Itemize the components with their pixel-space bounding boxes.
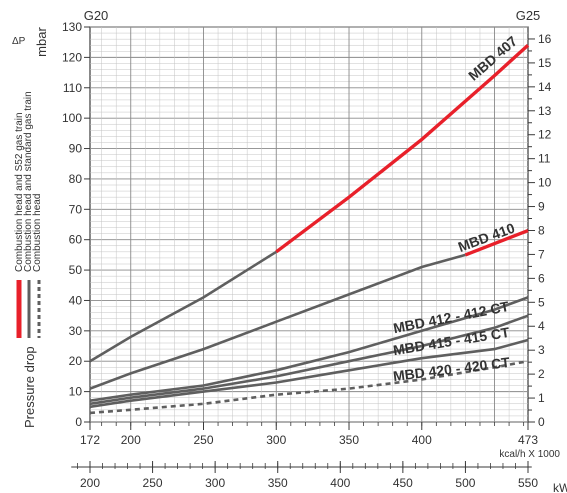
grid bbox=[89, 26, 529, 423]
y-left-tick-label: 80 bbox=[69, 172, 83, 186]
x-kw-tick-label: 350 bbox=[268, 476, 288, 490]
legend-swatches bbox=[16, 280, 41, 338]
y-left-tick-label: 130 bbox=[62, 20, 82, 34]
y-right-tick-label: 0 bbox=[538, 415, 545, 429]
y-left-tick-label: 70 bbox=[69, 202, 83, 216]
y-left-tick-label: 40 bbox=[69, 293, 83, 307]
plot-frame bbox=[89, 26, 529, 423]
y-right-tick-label: 5 bbox=[538, 295, 545, 309]
series-line-mbd-407-gray bbox=[89, 250, 277, 363]
x-kcal-label: kcal/h X 1000 bbox=[499, 449, 560, 460]
x-kcal-tick-label: 350 bbox=[339, 433, 359, 447]
x-kcal-tick-label: 250 bbox=[193, 433, 213, 447]
y-right-tick-label: 11 bbox=[538, 152, 551, 166]
y-left-tick-label: 90 bbox=[69, 142, 83, 156]
y-right-tick-label: 9 bbox=[538, 200, 545, 214]
series-lines bbox=[89, 43, 530, 415]
legend-item-standard: Combustion head and standard gas train bbox=[23, 91, 34, 272]
x-kcal-tick-label: 172 bbox=[80, 433, 100, 447]
y-right-tick-label: 4 bbox=[538, 319, 545, 333]
y-left-tick-label: 120 bbox=[62, 50, 82, 64]
gas-left-label: G20 bbox=[84, 8, 109, 23]
y-right-tick-label: 12 bbox=[538, 128, 552, 142]
gas-right-label: G25 bbox=[516, 8, 541, 23]
series-line-2 bbox=[89, 296, 529, 402]
y-right-tick-label: 15 bbox=[538, 56, 552, 70]
y-right-tick-label: 13 bbox=[538, 104, 552, 118]
y-left-tick-label: 30 bbox=[69, 324, 83, 338]
y-right-tick-label: 14 bbox=[538, 80, 552, 94]
y-left-tick-label: 0 bbox=[75, 415, 82, 429]
series-line-mbd-410-gray bbox=[89, 253, 466, 390]
x-kw-tick-label: 300 bbox=[205, 476, 225, 490]
y-right-tick-label: 10 bbox=[538, 176, 552, 190]
y-right-tick-label: 8 bbox=[538, 223, 545, 237]
y-axis-label: Pressure drop bbox=[22, 346, 37, 428]
x-kw-tick-label: 200 bbox=[80, 476, 100, 490]
y-left-tick-label: 10 bbox=[69, 385, 83, 399]
delta-p-label: ΔP bbox=[12, 36, 26, 47]
y-right-tick-label: 1 bbox=[538, 391, 545, 405]
y-left-tick-label: 110 bbox=[63, 81, 82, 95]
y-unit-label: mbar bbox=[34, 27, 49, 57]
y-left-tick-label: 100 bbox=[62, 111, 82, 125]
series-line-mbd-410-red bbox=[464, 229, 529, 257]
y-right-tick-label: 2 bbox=[538, 367, 545, 381]
series-line-mbd-407-red bbox=[275, 43, 530, 254]
y-right-tick-label: 6 bbox=[538, 271, 545, 285]
y-right-tick-label: 7 bbox=[538, 247, 545, 261]
y-left-tick-label: 60 bbox=[69, 233, 83, 247]
axes bbox=[71, 26, 535, 473]
x-kw-tick-label: 450 bbox=[393, 476, 413, 490]
x-kcal-tick-label: 400 bbox=[412, 433, 432, 447]
y-left-tick-label: 20 bbox=[69, 354, 83, 368]
x-kcal-tick-label: 200 bbox=[121, 433, 141, 447]
legend-item-s52: Combustion head and S52 gas train bbox=[14, 112, 25, 272]
x-kw-tick-label: 250 bbox=[143, 476, 163, 490]
x-kw-tick-label: 500 bbox=[455, 476, 475, 490]
x-kw-label: kW bbox=[553, 481, 567, 493]
y-right-tick-label: 16 bbox=[538, 32, 552, 46]
x-kw-tick-label: 400 bbox=[330, 476, 350, 490]
x-kcal-tick-label: 473 bbox=[518, 433, 538, 447]
y-right-tick-label: 3 bbox=[538, 343, 545, 357]
x-kcal-tick-label: 300 bbox=[266, 433, 286, 447]
series-line-3 bbox=[89, 314, 529, 406]
y-left-tick-label: 50 bbox=[69, 263, 83, 277]
series-line-4 bbox=[89, 338, 529, 409]
tick-labels: 0102030405060708090100110120130012345678… bbox=[62, 20, 552, 490]
legend-item-head: Combustion head bbox=[32, 194, 43, 272]
x-kw-tick-label: 550 bbox=[518, 476, 538, 490]
